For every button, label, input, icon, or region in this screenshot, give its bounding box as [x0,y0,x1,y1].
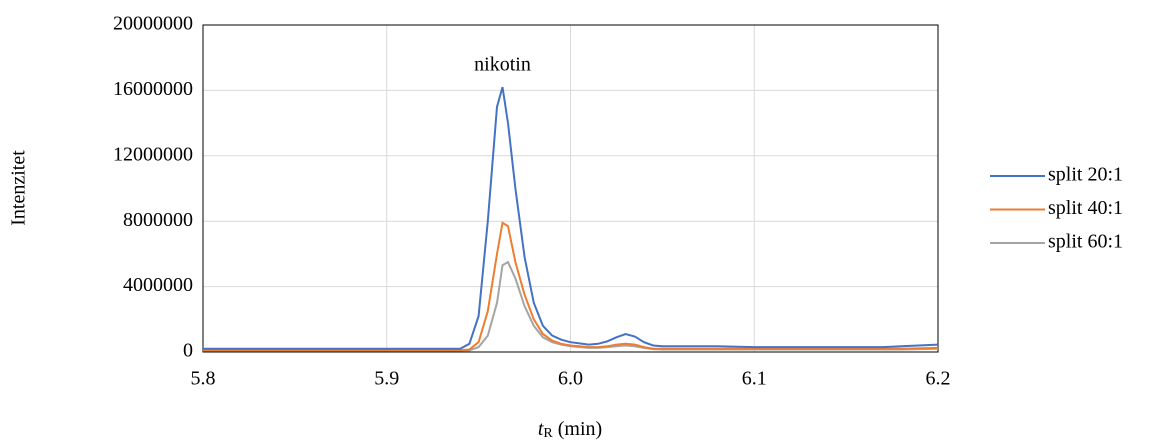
y-axis-title: Intenzitet [8,150,30,226]
legend-label: split 60:1 [1048,231,1123,253]
annotation: nikotin [474,53,531,75]
y-tick-label: 16000000 [113,78,193,100]
legend-label: split 20:1 [1048,164,1123,186]
y-tick-label: 20000000 [113,13,193,35]
y-tick-label: 4000000 [123,274,193,296]
x-tick-label: 6.0 [558,368,583,390]
series-line [203,221,939,352]
x-axis-title: tR (min) [538,418,602,442]
legend-label: split 40:1 [1048,197,1123,219]
x-axis-title-symbol: t [538,418,544,440]
x-tick-label: 6.2 [926,368,951,390]
plot-border [202,24,939,353]
x-tick-label: 5.9 [374,368,399,390]
y-tick-label: 8000000 [123,209,193,231]
x-axis-title-unit: (min) [558,418,602,440]
x-tick-label: 5.8 [191,368,216,390]
y-tick-label: 0 [183,340,193,362]
y-tick-label: 12000000 [113,143,193,165]
x-axis-title-subscript: R [543,426,553,441]
x-tick-label: 6.1 [742,368,767,390]
series-line [203,86,939,350]
